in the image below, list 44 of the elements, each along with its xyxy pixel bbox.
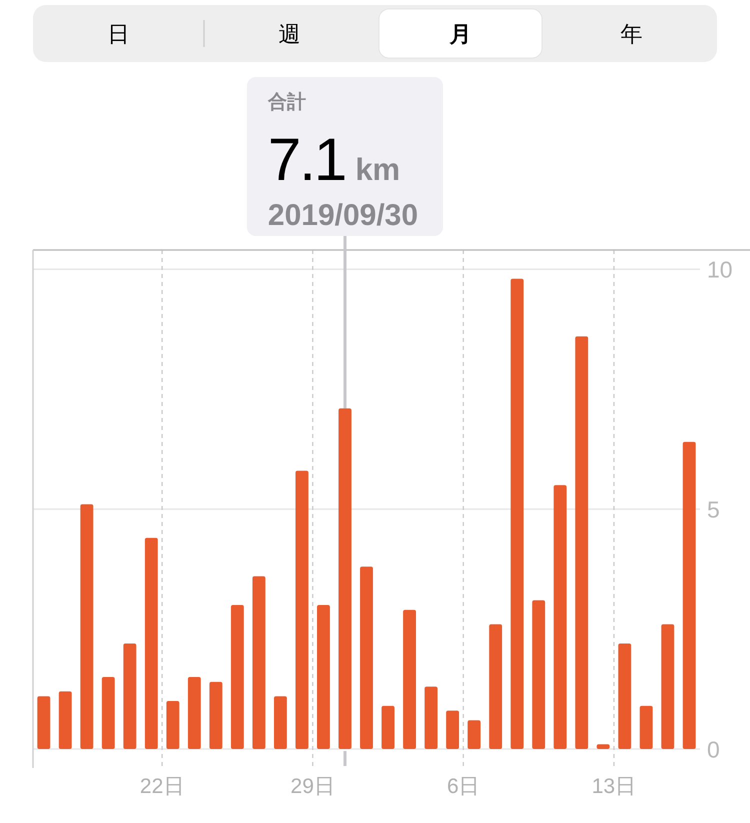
- bar: [295, 470, 308, 749]
- x-tick-label: 6日: [446, 775, 480, 798]
- bar: [80, 504, 94, 749]
- bar: [252, 576, 266, 749]
- y-tick-label: 0: [707, 736, 720, 762]
- bar: [618, 643, 632, 749]
- bar: [274, 696, 287, 749]
- bar: [58, 691, 72, 749]
- bar: [640, 706, 653, 749]
- text: 合計: [266, 91, 306, 113]
- bar: [338, 408, 352, 749]
- text: 年: [620, 21, 642, 46]
- y-tick-label: 5: [707, 496, 720, 522]
- bar: [102, 677, 115, 749]
- text: 日: [108, 21, 130, 46]
- y-tick-label: 10: [707, 256, 733, 282]
- bar: [575, 336, 588, 749]
- bar: [510, 278, 524, 749]
- bar: [230, 605, 244, 749]
- bar: [317, 605, 330, 749]
- bar: [468, 720, 481, 749]
- bar: [489, 624, 502, 749]
- x-tick-label: 13日: [592, 775, 636, 798]
- bar: [682, 442, 696, 749]
- bar: [37, 696, 50, 749]
- bar: [554, 485, 567, 749]
- text: 月: [448, 21, 472, 46]
- x-tick-label: 29日: [290, 775, 335, 798]
- bar: [596, 744, 610, 749]
- bar: [166, 701, 180, 749]
- bar: [424, 686, 438, 749]
- bar: [144, 538, 158, 749]
- bar: [382, 706, 394, 749]
- bar: [446, 710, 460, 749]
- bar: [532, 600, 546, 749]
- x-tick-label: 22日: [140, 775, 184, 798]
- bar: [123, 643, 136, 749]
- bar: [360, 566, 373, 749]
- bar: [403, 610, 416, 749]
- annotation: 7.1 km: [268, 126, 400, 193]
- bar: [661, 624, 674, 749]
- bar: [209, 682, 222, 749]
- bar: [188, 677, 201, 749]
- text: 週: [278, 21, 300, 46]
